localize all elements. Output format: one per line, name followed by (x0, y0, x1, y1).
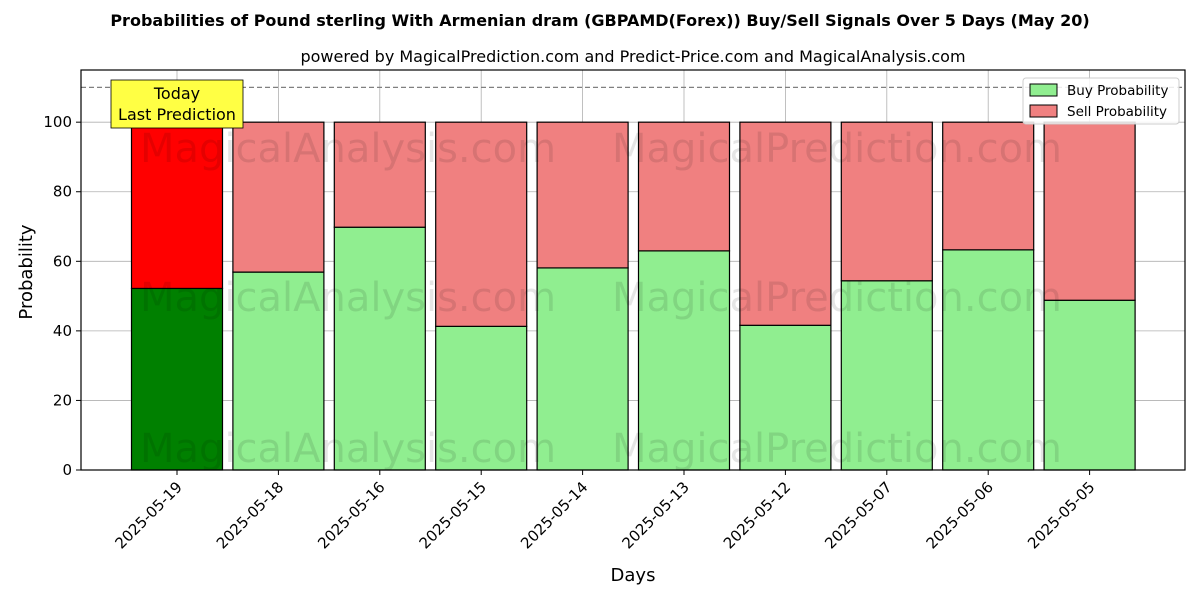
sell-bar (333, 121, 426, 228)
y-tick-label: 40 (53, 322, 72, 340)
x-tick-label: 2025-05-12 (720, 478, 794, 552)
annotation-text: Today (153, 84, 200, 103)
sell-bar (739, 121, 832, 326)
x-tick-label: 2025-05-07 (821, 478, 895, 552)
x-tick-label: 2025-05-15 (416, 478, 490, 552)
legend-label: Sell Probability (1067, 104, 1167, 120)
x-tick-label: 2025-05-16 (314, 478, 388, 552)
legend-box (1022, 77, 1180, 125)
buy-bar (739, 324, 832, 471)
x-tick-label: 2025-05-18 (213, 478, 287, 552)
x-tick-label: 2025-05-19 (111, 478, 185, 552)
sell-bar (1043, 121, 1136, 301)
sell-bar (840, 121, 933, 282)
y-tick-label: 20 (53, 391, 72, 409)
buy-bar (435, 325, 528, 471)
legend-label: Buy Probability (1067, 83, 1168, 99)
watermark-text: MagicalAnalysis.com (140, 275, 556, 321)
x-tick-label: 2025-05-13 (618, 478, 692, 552)
plot-area: 0 20 40 60 80 100 2025-05-19 2025-05-18 2025-05-… (43, 69, 1186, 552)
sell-bar (130, 121, 224, 290)
x-tick-label: 2025-05-05 (1024, 478, 1098, 552)
sell-bar (536, 121, 629, 269)
y-tick-label: 80 (53, 183, 72, 201)
chart-title: Probabilities of Pound sterling With Arm… (110, 11, 1089, 30)
axes-frame (80, 69, 1186, 471)
y-axis-label: Probability (16, 224, 37, 319)
watermark-text: MagicalPrediction.com (612, 126, 1062, 172)
sell-bar (232, 121, 325, 273)
buy-bar (232, 271, 325, 471)
x-axis-label: Days (611, 565, 656, 586)
sell-bar (637, 121, 731, 252)
buy-bar (536, 267, 629, 471)
y-tick-label: 0 (62, 461, 72, 479)
chart-subtitle: powered by MagicalPrediction.com and Pre… (300, 47, 965, 66)
buy-bar (1043, 299, 1136, 471)
sell-bar (435, 121, 528, 327)
watermark-text: MagicalPrediction.com (612, 275, 1062, 321)
legend-swatch (1029, 104, 1058, 118)
watermark-text: MagicalPrediction.com (612, 426, 1062, 472)
x-tick-label: 2025-05-14 (517, 478, 591, 552)
y-tick-label: 100 (43, 113, 72, 131)
legend-swatch (1029, 83, 1058, 97)
buy-bar (840, 280, 933, 471)
watermark-text: MagicalAnalysis.com (140, 426, 556, 472)
annotation-text: Last Prediction (118, 105, 236, 124)
annotation-box (110, 79, 244, 129)
x-tick-label: 2025-05-06 (923, 478, 997, 552)
watermark-text: MagicalAnalysis.com (140, 126, 556, 172)
buy-bar (333, 226, 426, 471)
y-tick-label: 60 (53, 252, 72, 270)
sell-bar (942, 121, 1035, 251)
